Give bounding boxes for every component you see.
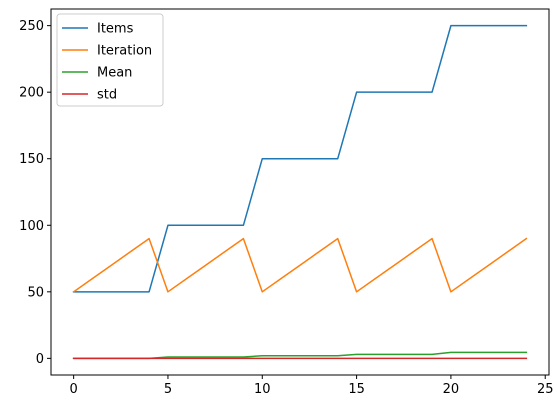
y-tick-label: 0	[36, 352, 44, 367]
x-tick-label: 25	[537, 382, 554, 397]
y-tick-label: 200	[19, 86, 44, 101]
y-axis: 0 50 100 150 200 250	[19, 19, 51, 367]
legend-box	[56, 13, 164, 107]
legend-label-std: std	[97, 88, 117, 103]
series-line-iteration	[72, 237, 528, 293]
x-tick-label: 0	[69, 382, 77, 397]
series-layer	[72, 24, 528, 360]
legend-label-iteration: Iteration	[97, 44, 152, 59]
legend: Items Iteration Mean std	[56, 13, 164, 107]
plot-frame	[50, 8, 550, 376]
x-tick-label: 5	[164, 382, 172, 397]
x-tick-label: 10	[254, 382, 271, 397]
legend-label-mean: Mean	[97, 66, 132, 81]
y-tick-label: 250	[19, 19, 44, 34]
x-tick-label: 15	[348, 382, 365, 397]
x-axis: 0 5 10 15 20 25	[69, 375, 554, 397]
y-tick-label: 50	[27, 285, 44, 300]
series-line-items	[72, 24, 528, 293]
y-tick-label: 100	[19, 219, 44, 234]
legend-label-items: Items	[97, 22, 134, 37]
x-tick-label: 20	[443, 382, 460, 397]
y-tick-label: 150	[19, 152, 44, 167]
